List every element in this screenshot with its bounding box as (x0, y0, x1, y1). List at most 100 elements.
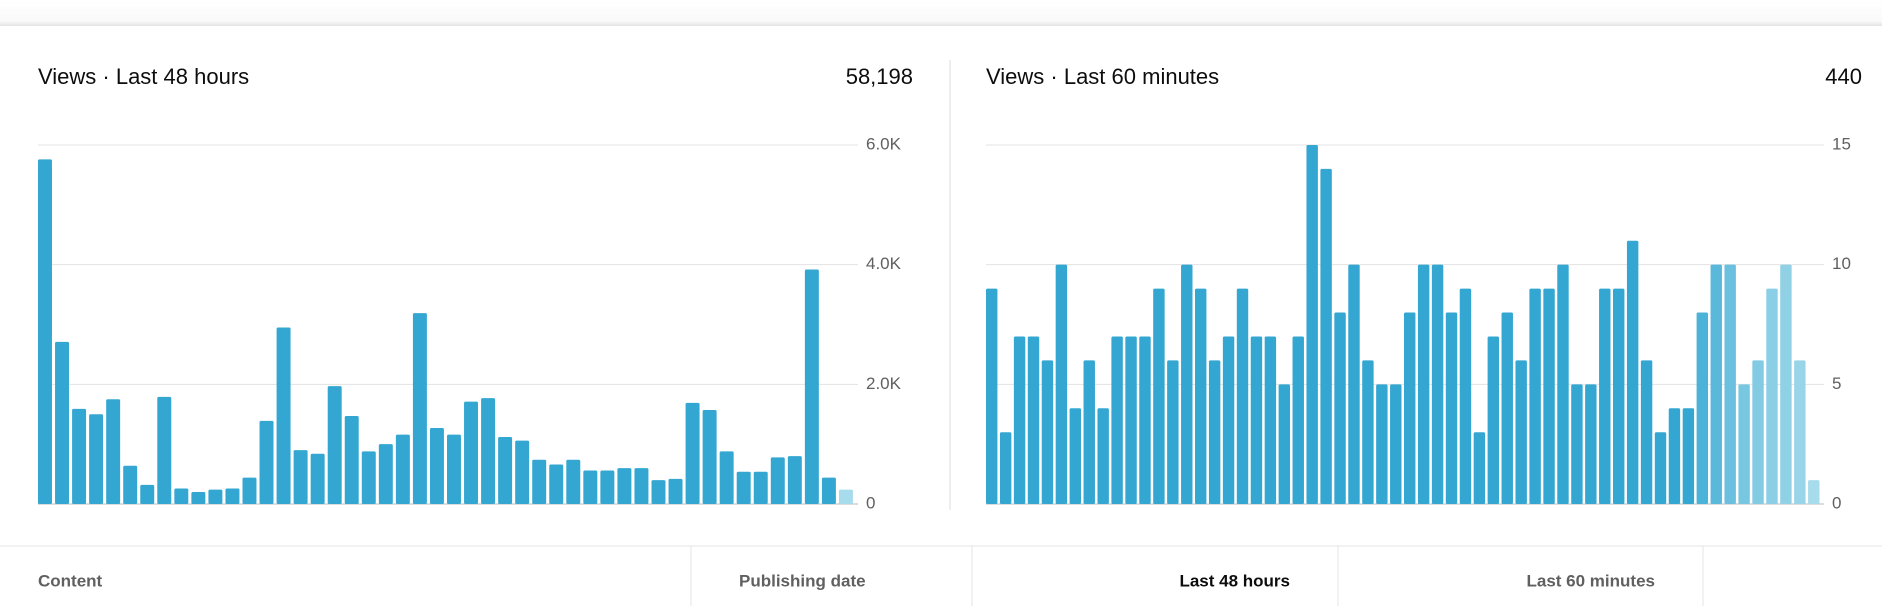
bar (1808, 480, 1820, 504)
bar (259, 420, 274, 504)
bar (583, 470, 598, 504)
bar (1682, 408, 1695, 504)
bar (242, 477, 257, 504)
bar (464, 401, 479, 504)
bar (1362, 360, 1374, 504)
bar (1167, 360, 1179, 504)
bar (1334, 312, 1346, 504)
bar (498, 436, 513, 504)
bar (668, 478, 683, 504)
bar (999, 432, 1012, 504)
bar (1473, 432, 1486, 504)
bar (1445, 312, 1458, 504)
bar (1348, 264, 1360, 504)
bar (1780, 264, 1792, 504)
bar (1306, 145, 1318, 504)
bar (412, 313, 427, 504)
total: 440 (1825, 64, 1862, 89)
bar (600, 470, 615, 504)
bar (1292, 336, 1304, 504)
total: 58,198 (846, 64, 913, 89)
bar (736, 471, 751, 504)
column-header[interactable]: Publishing date (739, 571, 866, 590)
y-tick-label: 10 (1832, 254, 1851, 273)
column-header[interactable]: Last 60 minutes (1527, 571, 1656, 590)
bar (1125, 336, 1137, 504)
bar (1139, 336, 1151, 504)
y-tick-label: 0 (1832, 493, 1841, 512)
bar (1752, 360, 1764, 504)
bar (1515, 360, 1527, 504)
bar (1250, 336, 1263, 504)
bar (1571, 384, 1583, 504)
bar (1195, 288, 1207, 504)
bar (1027, 336, 1040, 504)
y-tick-label: 4.0K (866, 254, 902, 273)
y-tick-label: 2.0K (866, 374, 902, 393)
bar (770, 457, 785, 504)
bar (361, 451, 376, 504)
bar (55, 341, 70, 504)
bar (1264, 336, 1277, 504)
bar (1013, 336, 1026, 504)
bar (395, 434, 410, 504)
bar (1613, 288, 1625, 504)
bar (1668, 408, 1681, 504)
bar (1431, 264, 1444, 504)
bar (327, 386, 342, 504)
bar (1069, 408, 1082, 504)
bar (617, 468, 632, 504)
bar (1376, 384, 1388, 504)
column-header[interactable]: Last 48 hours (1179, 571, 1290, 590)
bar (1794, 360, 1806, 504)
bar (1696, 312, 1709, 504)
bar (429, 428, 444, 504)
y-tick-label: 15 (1832, 134, 1851, 153)
bar (174, 488, 189, 504)
bar (293, 450, 308, 504)
bar (719, 451, 734, 504)
bar (1097, 408, 1109, 504)
bar (1557, 264, 1569, 504)
bar (1585, 384, 1597, 504)
bar (447, 434, 461, 504)
bar (157, 396, 172, 504)
chart-title: Views · Last 48 hours (38, 64, 249, 89)
bar (804, 269, 819, 504)
bar (1208, 360, 1221, 504)
bar (838, 489, 853, 504)
bar (1738, 384, 1750, 504)
bar (515, 440, 530, 504)
bar (651, 480, 666, 504)
bar (1320, 168, 1332, 504)
bar (38, 159, 52, 505)
bar (1417, 264, 1430, 504)
bar (1111, 336, 1123, 504)
bar (310, 453, 325, 504)
bar (702, 410, 717, 504)
bar (685, 402, 700, 504)
column-header[interactable]: Content (38, 571, 103, 590)
bar (378, 444, 393, 504)
top-bar (0, 0, 1882, 26)
bar (140, 484, 155, 504)
bar (1766, 288, 1778, 504)
bar (566, 459, 581, 504)
bar (1390, 384, 1402, 504)
bar (225, 488, 240, 504)
bar (1041, 360, 1054, 504)
bar (753, 471, 768, 504)
bar (1529, 288, 1541, 504)
y-tick-label: 6.0K (866, 134, 902, 153)
bar (1501, 312, 1513, 504)
bar (1222, 336, 1235, 504)
bar (787, 456, 802, 504)
bar (1278, 384, 1291, 504)
bar (1710, 264, 1722, 504)
bar (1404, 312, 1416, 504)
bar (1055, 264, 1068, 504)
bar (634, 468, 649, 504)
bar (549, 464, 564, 504)
y-tick-label: 0 (866, 493, 875, 512)
